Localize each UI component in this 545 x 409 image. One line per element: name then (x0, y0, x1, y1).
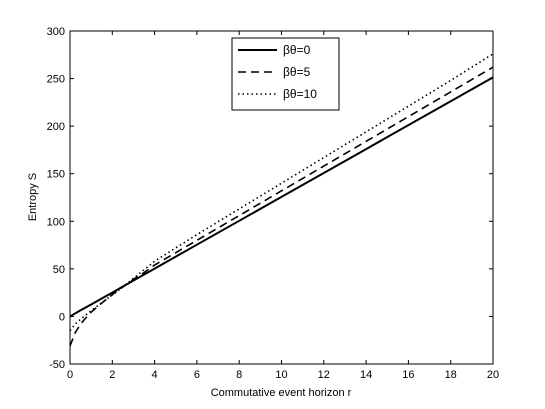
x-tick-label: 2 (109, 369, 115, 381)
series-line-0 (69, 76, 494, 318)
y-tick-label: 300 (47, 26, 65, 38)
x-tick-label: 18 (445, 369, 457, 381)
x-tick-label: 12 (318, 369, 330, 381)
x-tick-label: 16 (402, 369, 414, 381)
x-tick-label: 14 (360, 369, 372, 381)
legend-label-1: βθ=5 (283, 65, 311, 79)
legend: βθ=0 βθ=5 βθ=10 (231, 37, 340, 111)
x-tick-label: 10 (275, 369, 287, 381)
legend-label-2: βθ=10 (283, 87, 317, 101)
y-tick-label: -50 (49, 359, 65, 371)
y-tick-label: 100 (47, 216, 65, 228)
x-tick-label: 4 (152, 369, 158, 381)
y-tick-label: 0 (59, 311, 65, 323)
y-tick-label: 250 (47, 74, 65, 86)
x-tick-label: 0 (67, 369, 73, 381)
series-line-1 (69, 66, 494, 347)
series-layer (69, 53, 494, 347)
x-tick-label: 6 (194, 369, 200, 381)
x-axis: 0 2 4 6 8 10 12 14 16 18 20 (67, 31, 499, 381)
legend-label-0: βθ=0 (283, 43, 311, 57)
x-tick-label: 20 (487, 369, 499, 381)
x-axis-label: Commutative event horizon r (211, 387, 352, 399)
x-tick-label: 8 (236, 369, 242, 381)
y-axis: -50 0 50 100 150 200 250 300 (47, 26, 493, 371)
y-tick-label: 200 (47, 121, 65, 133)
y-axis-label: Entropy S (27, 173, 39, 221)
y-tick-label: 50 (53, 264, 65, 276)
y-tick-label: 150 (47, 169, 65, 181)
